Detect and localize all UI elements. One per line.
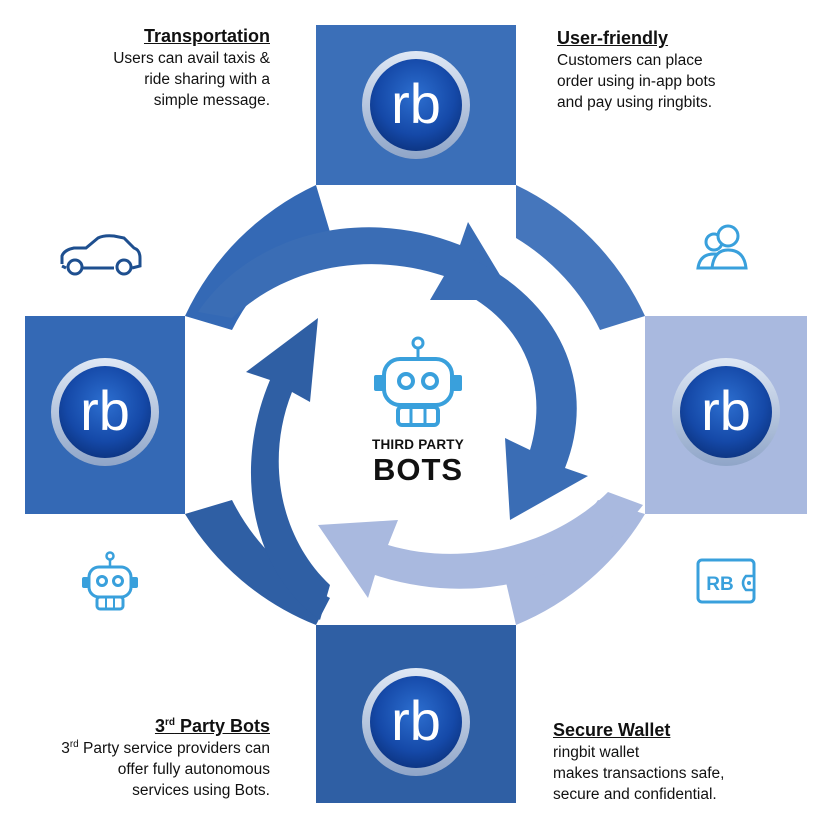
users-icon <box>696 224 748 270</box>
third-party-heading-prefix: 3 <box>154 716 165 736</box>
logo-top: rb <box>362 51 470 159</box>
secure-wallet-heading: Secure Wallet <box>553 720 671 740</box>
center-subtitle: THIRD PARTY <box>372 437 464 452</box>
third-party-heading: 3rd Party Bots <box>20 714 270 738</box>
logo-bottom-text: rb <box>391 689 441 752</box>
third-party-line-1-prefix: 3 <box>61 740 70 757</box>
transportation-line-1: Users can avail taxis & <box>113 50 270 67</box>
user-friendly-line-1: Customers can place <box>557 52 703 69</box>
user-friendly-heading: User-friendly <box>557 28 669 48</box>
logo-top-text: rb <box>391 72 441 135</box>
center-robot-icon <box>374 336 462 427</box>
logo-left-text: rb <box>80 379 130 442</box>
third-party-line-3: services using Bots. <box>132 782 270 799</box>
secure-wallet-line-3: secure and confidential. <box>553 786 717 803</box>
small-robot-icon <box>82 551 138 611</box>
arc-top-right <box>516 185 645 330</box>
logo-left: rb <box>51 358 159 466</box>
arrow-top <box>198 222 515 318</box>
logo-bottom: rb <box>362 668 470 776</box>
third-party-heading-rest: Party Bots <box>174 716 270 736</box>
logo-right-text: rb <box>701 379 751 442</box>
secure-wallet-line-2: makes transactions safe, <box>553 765 725 782</box>
third-party-block: 3rd Party Bots 3rd Party service provide… <box>20 714 270 801</box>
arrow-bottom <box>318 492 643 598</box>
car-icon <box>60 234 142 276</box>
wallet-icon: RB <box>696 558 756 604</box>
transportation-heading: Transportation <box>143 26 270 46</box>
center-title: BOTS <box>372 452 464 487</box>
user-friendly-block: User-friendly Customers can place order … <box>557 26 827 113</box>
arrow-left <box>246 318 330 620</box>
transportation-line-3: simple message. <box>153 92 270 109</box>
transportation-block: Transportation Users can avail taxis & r… <box>40 24 270 111</box>
third-party-line-1-sup: rd <box>69 738 79 750</box>
third-party-line-2: offer fully autonomous <box>117 761 270 778</box>
user-friendly-line-3: and pay using ringbits. <box>557 94 713 111</box>
user-friendly-line-2: order using in-app bots <box>557 73 716 90</box>
third-party-line-1: 3rd Party service providers can <box>20 738 270 759</box>
third-party-line-1-rest: Party service providers can <box>78 740 270 757</box>
logo-right: rb <box>672 358 780 466</box>
secure-wallet-block: Secure Wallet ringbit wallet makes trans… <box>553 718 823 805</box>
transportation-line-2: ride sharing with a <box>144 71 270 88</box>
third-party-heading-sup: rd <box>164 717 175 728</box>
arrow-right <box>470 258 588 520</box>
wallet-icon-label: RB <box>706 574 733 595</box>
secure-wallet-line-1: ringbit wallet <box>553 744 640 761</box>
